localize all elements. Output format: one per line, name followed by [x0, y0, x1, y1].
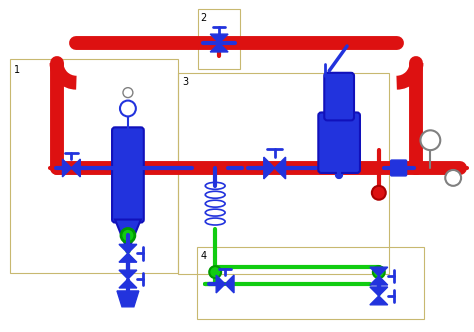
Polygon shape [119, 253, 137, 262]
Text: 2: 2 [201, 13, 207, 23]
Polygon shape [63, 159, 72, 177]
Polygon shape [264, 157, 274, 179]
Polygon shape [210, 43, 228, 52]
Polygon shape [370, 267, 388, 276]
Circle shape [372, 186, 386, 200]
Circle shape [121, 228, 135, 242]
Polygon shape [117, 291, 139, 307]
Bar [179, 73, 389, 274]
Polygon shape [216, 275, 225, 293]
Polygon shape [274, 157, 286, 179]
Polygon shape [72, 159, 80, 177]
Bar [198, 9, 240, 69]
Text: 4: 4 [201, 251, 207, 261]
Circle shape [120, 101, 136, 117]
FancyBboxPatch shape [112, 127, 144, 222]
Bar [197, 247, 424, 319]
Polygon shape [370, 276, 388, 285]
Polygon shape [115, 219, 141, 251]
FancyBboxPatch shape [319, 113, 360, 173]
Polygon shape [370, 296, 388, 305]
Polygon shape [210, 34, 228, 43]
Polygon shape [119, 244, 137, 253]
Circle shape [123, 88, 133, 98]
Polygon shape [119, 270, 137, 279]
Polygon shape [370, 287, 388, 296]
Polygon shape [225, 275, 234, 293]
FancyBboxPatch shape [324, 73, 354, 121]
Circle shape [373, 266, 385, 278]
Circle shape [209, 266, 221, 278]
FancyBboxPatch shape [391, 160, 407, 176]
Circle shape [445, 170, 461, 186]
Text: 1: 1 [14, 65, 20, 75]
Text: 3: 3 [182, 77, 189, 87]
Circle shape [420, 130, 440, 150]
Bar [10, 59, 179, 273]
Polygon shape [119, 279, 137, 288]
